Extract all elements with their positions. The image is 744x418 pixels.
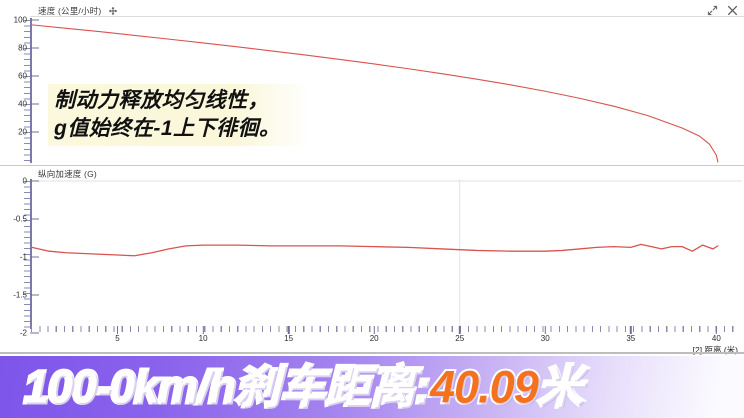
speed-y-tick-label: 20 — [18, 127, 27, 137]
speed-y-tick-label: 80 — [18, 43, 27, 53]
caption-text: 100-0km/h刹车距离:40.09米 — [22, 361, 585, 413]
speed-chart-title: 速度 (公里/小时) — [38, 5, 117, 17]
speed-curve-svg — [31, 24, 719, 163]
caption-prefix: 100-0km/h — [22, 361, 238, 413]
annotation-callout: 制动力释放均匀线性， g值始终在-1上下徘徊。 — [48, 84, 311, 147]
speed-curve — [31, 24, 719, 163]
speed-y-tick: 40 — [18, 99, 39, 109]
caption-banner: 100-0km/h刹车距离:40.09米 — [0, 356, 744, 418]
caption-label: 刹车距离: — [233, 361, 432, 413]
accel-y-axis-spine — [30, 179, 32, 329]
accel-y-tick: -0.5 — [13, 214, 39, 224]
x-tick-label: 20 — [369, 334, 379, 343]
annotation-line-1: 制动力释放均匀线性， — [54, 89, 269, 112]
speed-y-tick: 100 — [13, 15, 39, 25]
window-bottom-rule — [0, 352, 744, 354]
expand-icon[interactable] — [707, 3, 718, 16]
speed-chart-title-label: 速度 (公里/小时) — [38, 6, 102, 16]
speed-chart-panel: 速度 (公里/小时) 100 80 60 40 — [0, 0, 744, 165]
x-tick-label: 10 — [198, 334, 208, 343]
speed-y-tick: 80 — [18, 43, 39, 53]
speed-y-tick-label: 60 — [18, 71, 27, 81]
accel-y-tick-label: -2 — [19, 328, 27, 338]
accel-chart-title-label: 纵向加速度 (G) — [38, 169, 97, 179]
x-tick-label: 40 — [711, 334, 721, 343]
accel-plot-area — [31, 179, 742, 331]
accel-y-tick: -1.5 — [13, 290, 39, 300]
speed-plot-area — [31, 18, 742, 163]
accel-y-tick-label: -1 — [19, 252, 27, 262]
x-axis-title: [2] 距离 (米) — [692, 345, 738, 355]
move-handle-icon[interactable] — [109, 7, 117, 17]
accel-y-tick-label: -1.5 — [13, 290, 27, 300]
speed-y-tick-label: 40 — [18, 99, 27, 109]
x-tick-label: 25 — [455, 334, 465, 343]
accel-y-tick-label: -0.5 — [13, 214, 27, 224]
close-icon[interactable] — [727, 3, 738, 16]
speed-y-tick-label: 100 — [13, 15, 27, 25]
x-axis: 5 10 15 20 25 30 35 40 [2] 距离 (米) — [0, 326, 744, 356]
accel-curve-svg — [31, 179, 742, 331]
x-tick-label: 5 — [115, 334, 120, 343]
x-tick-label: 35 — [626, 334, 636, 343]
accel-y-tick: -2 — [19, 328, 39, 338]
telemetry-window: 速度 (公里/小时) 100 80 60 40 — [0, 0, 744, 356]
speed-y-tick: 60 — [18, 71, 39, 81]
x-minor-ticks — [31, 326, 736, 332]
annotation-line-2: g值始终在-1上下徘徊。 — [54, 116, 281, 140]
speed-title-rule — [30, 16, 744, 17]
speed-y-tick: 20 — [18, 127, 39, 137]
accel-y-tick: -1 — [19, 252, 39, 262]
x-tick-label: 30 — [540, 334, 550, 343]
caption-value: 40.09 — [428, 361, 541, 413]
speed-y-axis-spine — [30, 18, 32, 163]
accel-y-minor-ticks — [24, 181, 30, 331]
accel-y-tick: 0 — [22, 176, 39, 186]
accel-curve — [31, 243, 719, 257]
window-controls — [707, 3, 738, 16]
x-tick-label: 15 — [284, 334, 294, 343]
caption-unit: 米 — [536, 361, 585, 413]
accel-chart-title: 纵向加速度 (G) — [38, 168, 97, 180]
accel-y-tick-label: 0 — [22, 176, 27, 186]
speed-y-minor-ticks — [24, 20, 30, 162]
accel-chart-panel: 纵向加速度 (G) 0 -0.5 -1 -1.5 -2 — [0, 165, 744, 338]
